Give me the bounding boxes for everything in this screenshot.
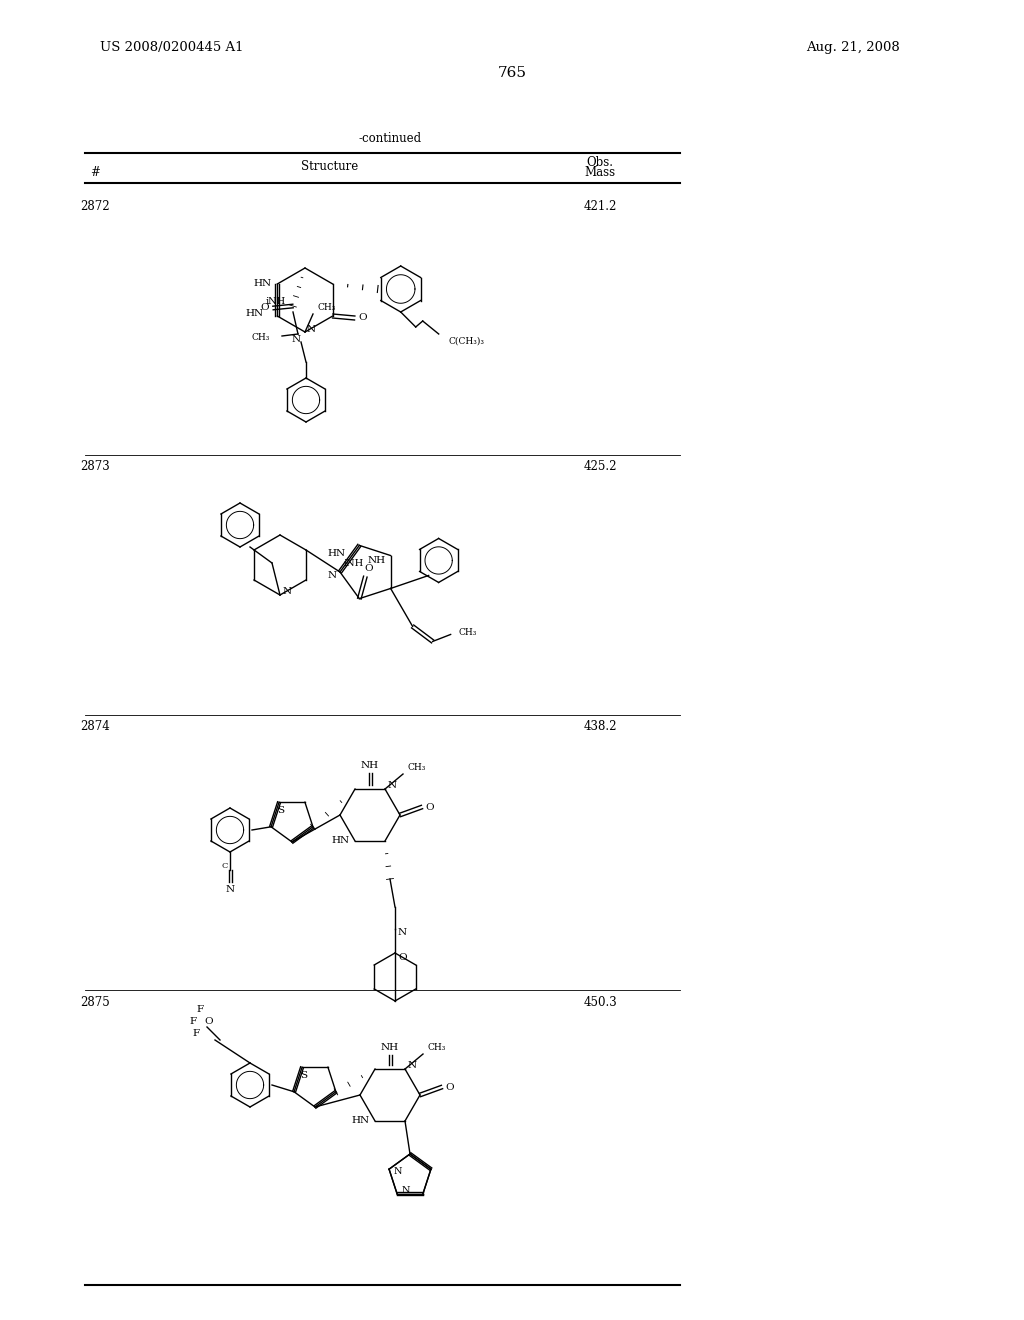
Text: Structure: Structure — [301, 161, 358, 173]
Text: N: N — [307, 325, 316, 334]
Text: S: S — [278, 805, 285, 814]
Text: CH₃: CH₃ — [427, 1043, 445, 1052]
Text: C: C — [221, 862, 228, 870]
Text: N: N — [328, 572, 337, 581]
Text: Aug. 21, 2008: Aug. 21, 2008 — [806, 41, 900, 54]
Text: #: # — [90, 165, 100, 178]
Text: N: N — [225, 886, 234, 895]
Text: iNH: iNH — [265, 297, 286, 306]
Text: 438.2: 438.2 — [584, 721, 616, 734]
Text: O: O — [261, 304, 269, 313]
Text: N: N — [394, 1167, 402, 1176]
Text: N: N — [402, 1187, 411, 1196]
Text: 2874: 2874 — [80, 721, 110, 734]
Text: N: N — [408, 1060, 417, 1069]
Text: HN: HN — [332, 837, 350, 846]
Text: CH₃: CH₃ — [317, 304, 336, 313]
Text: US 2008/0200445 A1: US 2008/0200445 A1 — [100, 41, 244, 54]
Text: N: N — [292, 334, 301, 343]
Text: 421.2: 421.2 — [584, 201, 616, 214]
Text: O: O — [445, 1082, 455, 1092]
Text: F: F — [197, 1006, 204, 1015]
Text: CH₃: CH₃ — [459, 628, 477, 638]
Text: 2873: 2873 — [80, 461, 110, 474]
Text: HN: HN — [245, 309, 263, 318]
Text: NH: NH — [381, 1043, 399, 1052]
Text: HN: HN — [328, 549, 345, 558]
Text: 2875: 2875 — [80, 995, 110, 1008]
Text: NH: NH — [368, 556, 386, 565]
Text: 425.2: 425.2 — [584, 461, 616, 474]
Text: NH: NH — [360, 760, 379, 770]
Text: iNH: iNH — [343, 558, 364, 568]
Text: 450.3: 450.3 — [583, 995, 616, 1008]
Text: N: N — [388, 780, 397, 789]
Text: C(CH₃)₃: C(CH₃)₃ — [449, 337, 484, 346]
Text: O: O — [205, 1018, 213, 1027]
Text: N: N — [283, 586, 292, 595]
Text: N: N — [398, 928, 408, 937]
Text: Obs.: Obs. — [587, 157, 613, 169]
Text: CH₃: CH₃ — [252, 333, 270, 342]
Text: 765: 765 — [498, 66, 526, 81]
Text: O: O — [358, 314, 367, 322]
Text: O: O — [398, 953, 407, 962]
Text: O: O — [364, 564, 373, 573]
Text: 2872: 2872 — [80, 201, 110, 214]
Text: Mass: Mass — [585, 165, 615, 178]
Text: CH₃: CH₃ — [407, 763, 425, 771]
Text: O: O — [426, 803, 434, 812]
Text: HN: HN — [352, 1117, 370, 1126]
Text: S: S — [300, 1071, 307, 1080]
Text: HN: HN — [253, 280, 271, 289]
Text: F: F — [193, 1028, 200, 1038]
Text: F: F — [189, 1018, 197, 1027]
Text: -continued: -continued — [358, 132, 422, 144]
